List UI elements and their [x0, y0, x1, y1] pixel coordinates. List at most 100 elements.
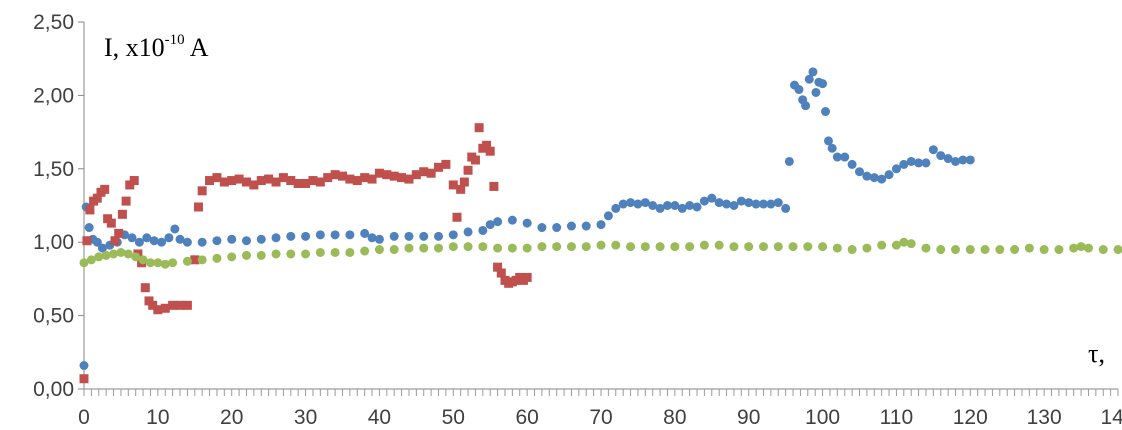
data-point [434, 231, 444, 241]
data-point [419, 243, 429, 253]
data-point [648, 201, 658, 210]
data-point [744, 198, 754, 208]
data-point [448, 242, 458, 252]
data-point [193, 202, 203, 212]
data-point [758, 242, 768, 252]
data-point [489, 181, 499, 191]
data-point [463, 165, 473, 175]
data-point [818, 79, 828, 89]
data-point [256, 234, 266, 244]
data-point [160, 259, 170, 269]
x-tick-label: 20 [220, 406, 243, 429]
x-tick-label: 10 [146, 406, 169, 429]
data-point [168, 300, 178, 310]
data-point [271, 177, 281, 187]
data-point [149, 236, 159, 246]
data-point [360, 246, 370, 256]
data-point [79, 361, 89, 371]
data-point [138, 255, 148, 265]
data-point [286, 249, 296, 259]
x-tick-label: 140 [1100, 406, 1122, 429]
data-point [301, 178, 311, 188]
data-point [1098, 245, 1108, 255]
x-tick-label: 30 [294, 406, 317, 429]
data-point [227, 252, 237, 262]
data-point [862, 243, 872, 253]
data-point [153, 258, 163, 268]
data-point [936, 151, 946, 161]
data-point [884, 170, 894, 180]
data-point [448, 180, 458, 190]
data-point [891, 164, 901, 174]
data-point [965, 245, 975, 255]
data-point [714, 198, 724, 208]
data-point [286, 176, 296, 186]
data-point [345, 230, 355, 240]
y-tick-label: 1,00 [33, 231, 74, 254]
data-point [581, 221, 591, 231]
data-point [106, 218, 116, 228]
data-point [448, 230, 458, 240]
data-point [751, 199, 761, 209]
data-point [811, 87, 821, 97]
data-point [101, 250, 111, 260]
data-point [109, 249, 119, 259]
data-point [766, 199, 776, 209]
data-point [271, 249, 281, 259]
data-point [626, 198, 636, 208]
data-point [367, 174, 377, 184]
data-point [157, 237, 167, 247]
y-axis-label-base: I, x10 [104, 33, 165, 62]
data-point [110, 236, 120, 246]
data-point [781, 203, 791, 213]
data-point [79, 374, 89, 384]
data-point [94, 252, 104, 262]
data-point [330, 247, 340, 257]
data-point [566, 242, 576, 252]
data-point [803, 242, 813, 252]
data-point [1076, 242, 1086, 252]
data-point [611, 203, 621, 213]
data-point [140, 283, 150, 293]
data-point [463, 227, 473, 237]
x-tick-label: 70 [589, 406, 612, 429]
data-point [301, 231, 311, 241]
data-point [951, 245, 961, 255]
data-point [537, 223, 547, 233]
data-point [145, 258, 155, 268]
data-point [197, 186, 207, 196]
data-point [182, 300, 192, 310]
data-point [507, 215, 517, 225]
data-point [877, 174, 887, 184]
data-point [507, 243, 517, 253]
data-point [116, 247, 126, 257]
series-3 [79, 237, 1122, 269]
data-point [315, 230, 325, 240]
data-point [441, 159, 451, 169]
data-point [419, 167, 429, 177]
data-point [493, 262, 503, 272]
data-point [114, 228, 124, 238]
data-point [951, 156, 961, 166]
data-point [862, 171, 872, 181]
data-point [936, 245, 946, 255]
data-point [256, 176, 266, 186]
data-point [827, 143, 837, 153]
data-point [426, 168, 436, 178]
data-point [463, 242, 473, 252]
data-point [891, 240, 901, 250]
data-point [478, 225, 488, 235]
data-point [670, 201, 680, 210]
data-point [79, 258, 89, 268]
data-point [980, 245, 990, 255]
data-point [906, 239, 916, 249]
data-point [914, 158, 924, 168]
data-point [818, 242, 828, 252]
data-point [175, 300, 185, 310]
y-tick-label: 0,00 [33, 378, 74, 401]
data-point [1024, 243, 1034, 253]
data-point [227, 234, 237, 244]
data-point [264, 174, 274, 184]
data-point [566, 221, 576, 231]
data-point [389, 245, 399, 255]
